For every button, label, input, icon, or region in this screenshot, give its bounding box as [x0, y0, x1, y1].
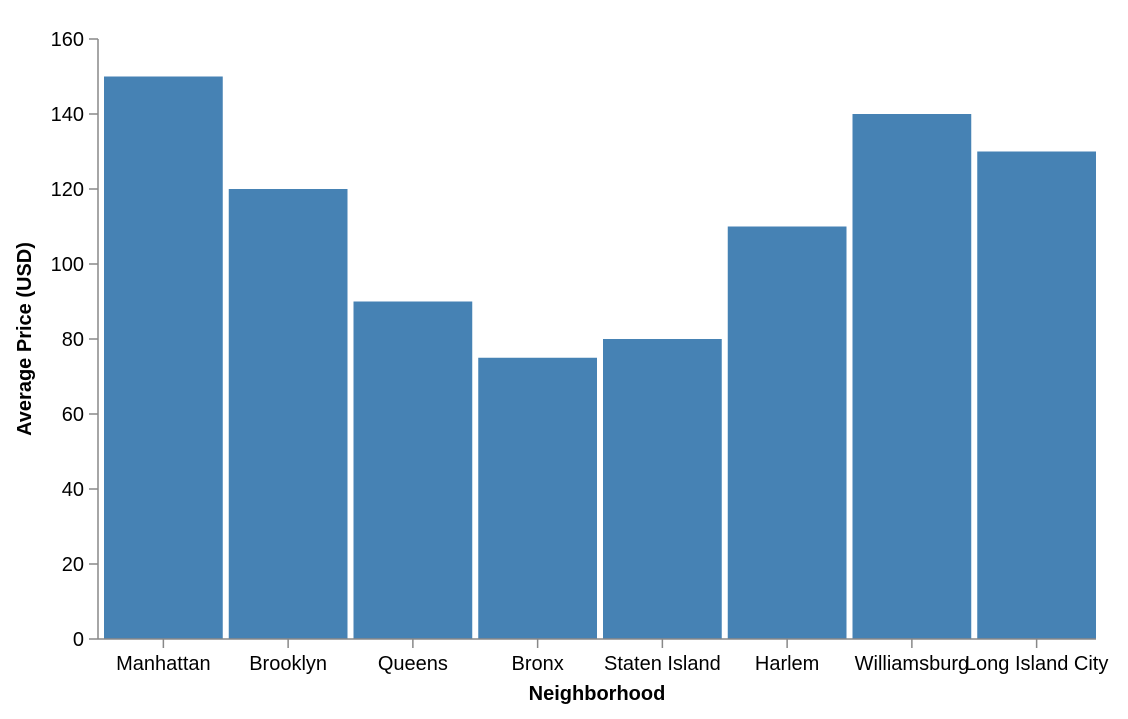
bar-brooklyn: [228, 189, 348, 639]
y-tick-label: 140: [51, 104, 84, 126]
x-axis: Manhattan Brooklyn Queens Bronx Staten Islan…: [98, 638, 1108, 675]
bar-staten-island: [603, 339, 722, 639]
bar-long-island-city: [977, 151, 1096, 639]
bar-queens: [353, 301, 473, 639]
y-axis-title: Average Price (USD): [14, 242, 36, 436]
x-tick-label: Long Island City: [965, 653, 1108, 675]
x-tick-label: Manhattan: [116, 653, 211, 675]
y-tick-label: 160: [51, 29, 84, 51]
bars-layer: [104, 76, 1096, 639]
x-tick-label: Brooklyn: [249, 653, 327, 675]
y-tick-label: 80: [62, 329, 84, 351]
bar-harlem: [727, 226, 847, 639]
y-tick-label: 40: [62, 479, 84, 501]
x-tick-label: Queens: [378, 653, 448, 675]
x-tick-label: Bronx: [512, 653, 564, 675]
y-tick-label: 100: [51, 254, 84, 276]
y-tick-label: 20: [62, 554, 84, 576]
x-tick-label: Harlem: [755, 653, 819, 675]
y-tick-label: 120: [51, 179, 84, 201]
x-axis-title: Neighborhood: [529, 683, 666, 705]
y-tick-label: 60: [62, 404, 84, 426]
x-tick-label: Staten Island: [604, 653, 721, 675]
bar-bronx: [478, 357, 597, 639]
bar-williamsburg: [852, 114, 972, 639]
y-tick-label: 0: [73, 629, 84, 651]
y-axis: 0 20 40 60 80 100 120 140 160: [51, 29, 99, 651]
x-tick-label: Williamsburg: [855, 653, 969, 675]
bar-manhattan: [104, 76, 223, 639]
